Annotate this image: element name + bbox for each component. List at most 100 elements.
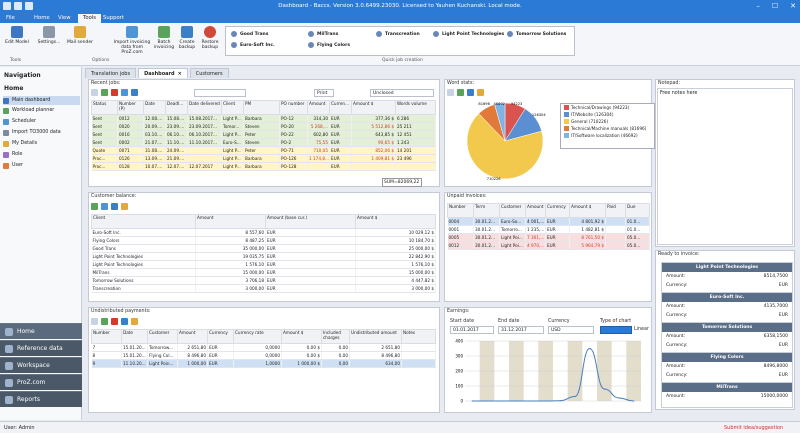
end-date-input[interactable]: 31.12.2017 — [498, 326, 544, 334]
unpaid-invoices-column-header[interactable]: Paid — [605, 203, 626, 218]
menu-tools[interactable]: Tools — [78, 14, 102, 23]
nav-bottom-home[interactable]: Home — [0, 323, 82, 339]
invoice-card[interactable]: Euro-Soft Inc. Amount: 4135,7000 Currency: E… — [661, 292, 793, 325]
export-icon[interactable] — [101, 203, 108, 210]
recent-jobs-column-header[interactable]: Number (P) — [117, 100, 144, 115]
invoice-card[interactable]: Light Point Technologies Amount: 8514,7500… — [661, 262, 793, 295]
table-row[interactable]: Sent 0012 12.08.... 15.08.... 15.08.2017... L… — [91, 114, 436, 123]
quick-job-item[interactable]: Flying Colors — [308, 42, 350, 48]
undistributed-column-header[interactable]: Customer — [147, 329, 178, 344]
close-tab-icon[interactable]: × — [177, 70, 182, 77]
customer-balance-column-header[interactable]: Client — [91, 214, 196, 229]
tab-dashboard[interactable]: Dashboard × — [138, 68, 188, 78]
undistributed-column-header[interactable]: Currency — [207, 329, 234, 344]
nav-bottom-reference-data[interactable]: Reference data — [0, 340, 82, 356]
table-row[interactable]: 7 15.01.20... Tomorrow... 2 651,80 EUR 0,0000… — [91, 343, 436, 352]
undistributed-column-header[interactable]: Date — [121, 329, 148, 344]
nav-bottom-proz[interactable]: ProZ.com — [0, 374, 82, 390]
customer-balance-column-header[interactable]: Amount — [195, 214, 266, 229]
submit-idea-button[interactable]: Submit idea/suggestion — [724, 425, 784, 431]
table-row[interactable]: 9 11.10.20... Light Poin... 1 000,00 EUR 1,00… — [91, 359, 436, 368]
recent-jobs-column-header[interactable]: Date — [143, 100, 166, 115]
delete-icon[interactable] — [111, 89, 118, 96]
customer-balance-column-header[interactable]: Amount $ — [355, 214, 436, 229]
table-row[interactable]: Proc... 0126 13.09.... 21.09.... Light P... B… — [91, 154, 436, 163]
save-icon[interactable] — [131, 89, 138, 96]
undistributed-column-header[interactable]: Number — [91, 329, 122, 344]
table-row[interactable]: 8 15.01.20... Flying Col... 8 496,80 EUR 0,00… — [91, 351, 436, 360]
restore-backup-button[interactable]: Restore backup — [199, 26, 221, 50]
unpaid-invoices-column-header[interactable]: Number — [447, 203, 474, 218]
new-icon[interactable] — [91, 89, 98, 96]
edit-icon[interactable] — [121, 89, 128, 96]
print-button[interactable]: Print — [314, 89, 334, 97]
quick-job-item[interactable]: Transcreation — [376, 31, 420, 37]
chart-type-toggle[interactable] — [600, 326, 632, 334]
save-icon[interactable] — [111, 203, 118, 210]
mail-sender-button[interactable]: Mail sender — [64, 26, 96, 45]
nav-item-main-dashboard[interactable]: Main dashboard — [3, 96, 80, 105]
print-icon[interactable] — [121, 203, 128, 210]
table-row[interactable]: Transcreation 3 000,00 EUR 3 000,00 $ — [91, 284, 436, 293]
table-row[interactable]: 0012 30.01.2... Light Poi... 4 970,... EUR 5 … — [447, 241, 650, 250]
menu-support[interactable]: Support — [103, 15, 124, 21]
recent-jobs-column-header[interactable]: Amount — [307, 100, 330, 115]
unpaid-invoices-column-header[interactable]: Term — [473, 203, 500, 218]
tab-customers[interactable]: Customers — [189, 68, 229, 78]
start-date-input[interactable]: 01.01.2017 — [450, 326, 494, 334]
add-icon[interactable] — [101, 89, 108, 96]
table-row[interactable]: 0004 30.01.2... Euro-So... 4 001,... EUR 4 80… — [447, 217, 650, 226]
table-row[interactable]: Light Point Technologies 19 035,75 EUR 22 8… — [91, 252, 436, 261]
delete-icon[interactable] — [111, 318, 118, 325]
table-row[interactable]: Good Trans 35 000,00 EUR 25 000,00 $ — [91, 244, 436, 253]
undistributed-column-header[interactable]: Undistributed amount — [349, 329, 402, 344]
quick-job-item[interactable]: Tomorrow Solutions — [507, 31, 566, 37]
currency-select[interactable]: USD — [548, 326, 594, 334]
save-icon[interactable] — [467, 89, 474, 96]
undistributed-column-header[interactable]: Included charges — [321, 329, 350, 344]
recent-jobs-column-header[interactable]: Words volume — [395, 100, 436, 115]
unpaid-invoices-column-header[interactable]: Customer — [499, 203, 526, 218]
table-row[interactable]: Euro-Soft Inc. 8 557,60 EUR 10 029,12 $ — [91, 228, 436, 237]
print-icon[interactable] — [477, 89, 484, 96]
import-invoicing-button[interactable]: Import invoicing data from ProZ.com — [112, 26, 152, 55]
nav-item-role[interactable]: Role — [3, 150, 80, 159]
menu-file[interactable]: File — [6, 15, 15, 21]
refresh-icon[interactable] — [457, 89, 464, 96]
save-icon[interactable] — [121, 318, 128, 325]
quick-job-item[interactable]: MilTrans — [308, 31, 338, 37]
undistributed-column-header[interactable]: Notes — [401, 329, 436, 344]
table-row[interactable]: MilTrans 15 000,00 EUR 15 000,00 $ — [91, 268, 436, 277]
chart-icon[interactable] — [447, 89, 454, 96]
add-icon[interactable] — [101, 318, 108, 325]
undistributed-column-header[interactable]: Currency rate — [233, 329, 282, 344]
maximize-icon[interactable]: ☐ — [771, 2, 779, 10]
minimize-icon[interactable]: – — [756, 2, 760, 10]
customer-balance-column-header[interactable]: Amount (base cur.) — [265, 214, 356, 229]
invoice-card[interactable]: Flying Colors Amount: 8496,8000 Currency: EU… — [661, 352, 793, 385]
menu-home[interactable]: Home — [34, 15, 50, 21]
recent-jobs-column-header[interactable]: Client — [221, 100, 244, 115]
table-row[interactable]: Sent 0020 20.09.... 23.09.... 23.09.2017... T… — [91, 122, 436, 131]
invoice-card[interactable]: MilTrans Amount: 15000,0000 — [661, 382, 793, 408]
recent-jobs-column-header[interactable]: Date delivered — [187, 100, 222, 115]
table-row[interactable]: 0005 30.01.2... Light Poi... 7 301,... EUR 8 … — [447, 233, 650, 242]
table-row[interactable]: Sent 0002 21.07.... 11.10.... 11.10.2017... E… — [91, 138, 436, 147]
tab-translation-jobs[interactable]: Translation jobs — [85, 68, 137, 78]
new-icon[interactable] — [91, 318, 98, 325]
table-row[interactable]: Flying Colors 8 487,25 EUR 10 184,70 $ — [91, 236, 436, 245]
create-backup-button[interactable]: Create backup — [176, 26, 198, 50]
table-row[interactable]: Proc... 0128 10.07.... 12.07.... 12.07.2017 L… — [91, 162, 436, 171]
nav-bottom-reports[interactable]: Reports — [0, 391, 82, 407]
quick-job-item[interactable]: Light Point Technologies — [433, 31, 504, 37]
close-icon[interactable]: ✕ — [790, 2, 796, 10]
quick-job-item[interactable]: Good Trans — [231, 31, 268, 37]
recent-jobs-column-header[interactable]: PM — [243, 100, 280, 115]
recent-jobs-search[interactable] — [194, 89, 246, 97]
recent-jobs-column-header[interactable]: Deadl... — [165, 100, 188, 115]
table-row[interactable]: Light Point Technologies 1 576,10 EUR 1 576… — [91, 260, 436, 269]
recent-jobs-column-header[interactable]: Status — [91, 100, 118, 115]
nav-item-my-details[interactable]: My Details — [3, 139, 80, 148]
undistributed-column-header[interactable]: Amount $ — [281, 329, 322, 344]
invoice-card[interactable]: Tomorrow Solutions Amount: 6358,1500 Curren… — [661, 322, 793, 355]
